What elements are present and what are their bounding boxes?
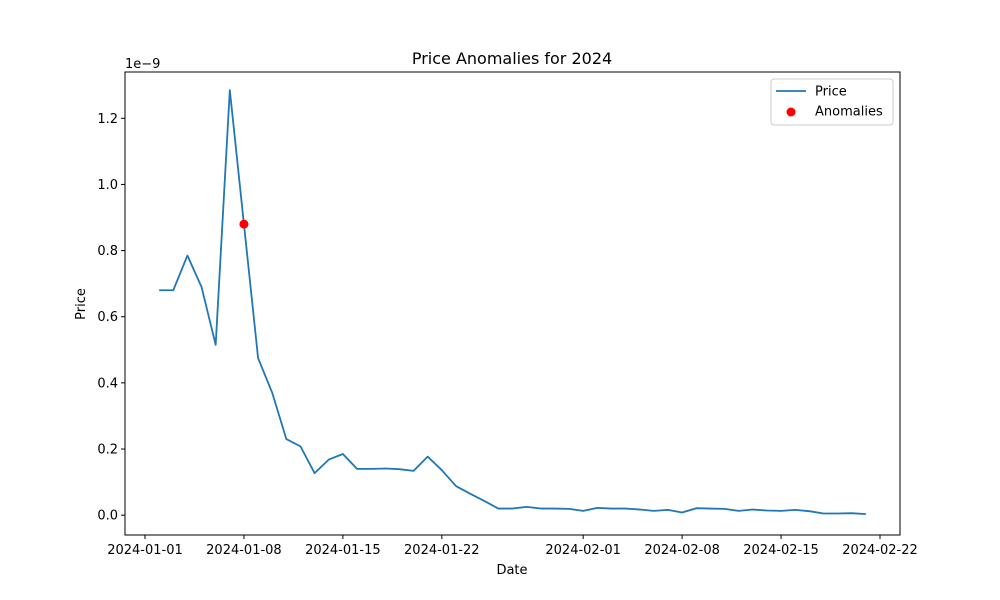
y-tick-label: 0.6 [97,310,118,325]
series-line-price [159,89,866,516]
x-tick-label: 2024-02-08 [644,543,720,558]
x-tick-label: 2024-02-01 [545,543,621,558]
y-tick-label: 0.2 [97,443,118,458]
anomaly-point [239,219,249,229]
x-tick-label: 2024-02-22 [842,543,918,558]
x-tick-label: 2024-01-01 [107,543,183,558]
legend-swatch-marker [786,107,796,117]
x-tick-label: 2024-01-15 [305,543,381,558]
y-tick-label: 1.0 [97,178,118,193]
legend: Price Anomalies [770,78,894,126]
x-tick-label: 2024-01-22 [404,543,480,558]
y-tick-label: 0.4 [97,376,118,391]
legend-label: Price [815,85,847,100]
y-offset-label: 1e−9 [125,57,160,72]
y-tick-label: 1.2 [97,112,118,127]
x-tick-label: 2024-01-08 [206,543,282,558]
legend-label: Anomalies [815,105,883,120]
axes: 2024-01-01 2024-01-08 2024-01-15 2024-01-22… [97,71,918,558]
x-tick-label: 2024-02-15 [743,543,819,558]
y-tick-label: 0.0 [97,509,118,524]
x-axis-label: Date [496,563,527,578]
y-tick-label: 0.8 [97,244,118,259]
plot-frame [124,71,901,536]
plot-area [159,89,866,516]
y-axis-label: Price [74,288,89,320]
chart-title: Price Anomalies for 2024 [412,49,612,68]
